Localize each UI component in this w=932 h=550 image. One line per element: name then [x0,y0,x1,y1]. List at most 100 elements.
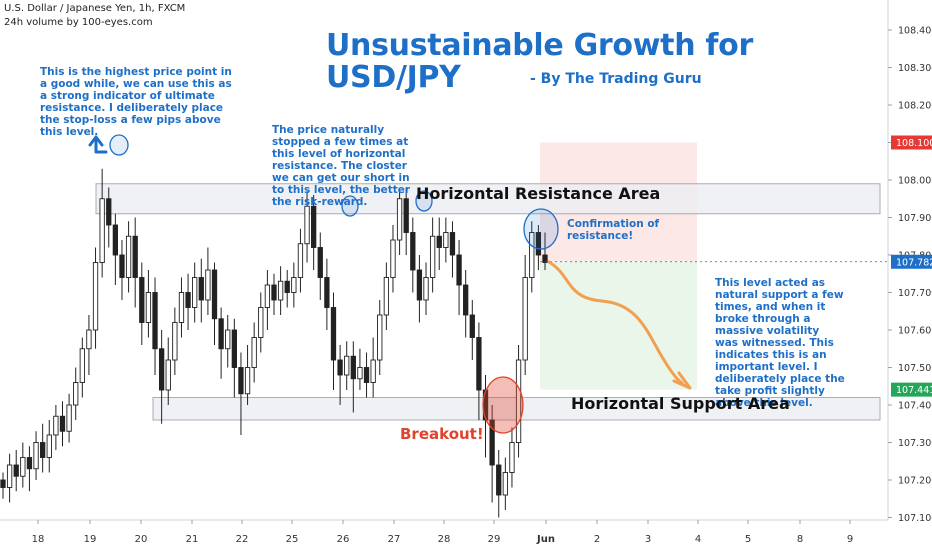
time-tick-label: 20 [135,534,148,545]
candle [363,352,370,398]
candle-body [165,359,171,391]
time-tick-label: Jun [536,534,555,545]
candle [145,270,152,338]
candle-body [522,277,528,361]
resistance-touch-circle [341,195,359,217]
take-profit-price-tag-label: 107.441 [896,385,932,396]
candle-body [106,198,112,226]
resistance-note: The price naturally stopped a few times … [272,124,411,208]
candle [476,322,482,420]
candle-body [496,464,502,496]
candle-body [158,348,165,391]
candle [53,405,59,450]
time-tick-label: 9 [847,534,853,545]
price-tick-label: 107.100 [898,513,932,524]
candle [139,262,145,345]
resistance-area [95,183,881,215]
candle [277,266,284,315]
candle-body [390,239,396,278]
candle-body [119,254,125,278]
time-tick-label: 27 [388,534,401,545]
candle [449,221,456,278]
candle-body [211,269,218,320]
candle-body [291,277,297,293]
candle-body [251,337,257,368]
candle-body [145,292,152,323]
candle [515,345,522,458]
price-axis[interactable]: 108.400 108.300 108.200 108.100 108.000 107.9… [887,0,932,524]
candle-body [350,355,356,380]
price-tick-label: 107.200 [898,476,932,487]
candle [443,217,449,263]
candle-body [40,442,46,458]
candle [502,457,508,510]
candle [0,472,6,499]
candle [66,393,72,443]
candle [33,431,39,480]
candle [132,217,138,308]
highest-point-circle [109,134,129,156]
title-line-1: Unsustainable Growth for [326,28,753,63]
candle [396,191,403,255]
time-tick-label: 25 [286,534,299,545]
candle-body [264,284,271,308]
confirmation-note: Confirmation of resistance! [567,218,660,242]
projection-arrow [547,260,684,385]
candle [165,337,171,405]
candle [383,262,390,330]
candle-body [132,235,138,278]
candle [496,450,502,518]
candle [469,300,475,360]
price-tick-label: 107.700 [898,288,932,299]
candle [112,213,119,285]
candle [370,337,376,398]
candle [6,453,13,503]
candle [423,262,429,315]
candle [542,232,548,270]
candle-body [125,235,132,278]
candle-body [324,277,330,308]
candle-body [172,322,178,361]
time-tick-label: 26 [337,534,350,545]
candle [13,450,19,492]
candle-body [476,337,482,391]
price-tick-label: 108.400 [898,26,932,37]
candle-body [178,292,185,323]
candle [357,348,363,390]
candle-body [357,367,363,380]
candle-body [66,404,72,432]
candle-body [152,292,158,350]
candle [119,240,125,300]
candle [73,367,79,420]
resistance-area-label: Horizontal Resistance Area [416,184,661,203]
candle [350,341,356,413]
candle [172,307,178,375]
candle [20,442,26,488]
price-tick-label: 107.300 [898,438,932,449]
candle-body [311,205,317,248]
time-axis[interactable]: 18 19 20 21 22 25 26 27 28 29 Jun 2 3 4 5 8 9 [0,519,888,545]
candle-body [383,277,390,316]
candle [225,315,231,368]
candle [489,405,495,503]
candle-body [6,464,13,488]
candle-body [297,243,304,278]
candle-body [231,329,237,368]
candle-body [304,205,310,245]
candle-body [13,464,19,477]
candle-body [185,292,191,308]
title-line-2: USD/JPY [326,60,461,95]
up-arrow-icon [88,135,108,154]
resistance-touch-circle [415,190,433,212]
candle-body [542,254,548,263]
candle-body [284,280,290,293]
candle-body [463,284,469,316]
candle-body [258,307,264,338]
candle-body [112,224,119,256]
candle [436,217,442,270]
time-tick-label: 21 [186,534,199,545]
candle-body [218,318,224,350]
stop-loss-price-tag [891,135,932,150]
